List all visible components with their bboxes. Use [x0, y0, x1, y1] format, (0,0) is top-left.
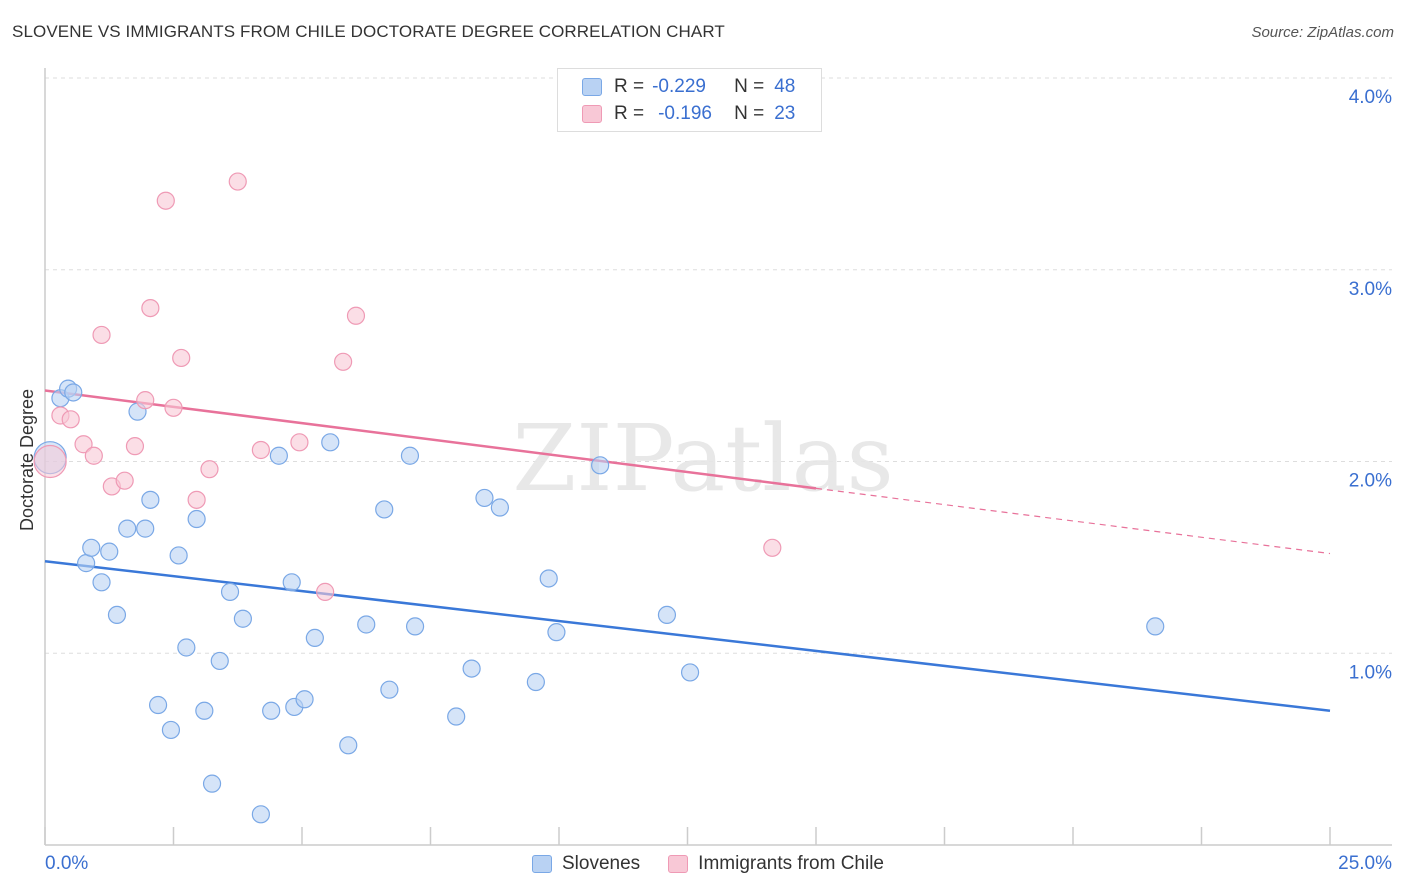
chart-title: SLOVENE VS IMMIGRANTS FROM CHILE DOCTORA…	[12, 22, 725, 41]
chile-point	[156, 191, 175, 210]
chile-point	[141, 299, 160, 318]
chile-trend-line-extrapolated	[815, 487, 1331, 555]
slovene-point	[680, 663, 700, 682]
slovene-point	[490, 498, 509, 517]
r-label: R =	[614, 76, 645, 97]
chile-point	[74, 435, 93, 454]
slovene-point	[591, 456, 610, 475]
y-axis-label: Doctorate Degree	[17, 389, 37, 531]
slovene-point	[282, 573, 301, 592]
slovene-point	[462, 659, 481, 678]
slovene-point	[375, 500, 394, 519]
chile-point	[228, 172, 247, 191]
r-value: -0.229	[652, 76, 706, 97]
slovene-point	[177, 638, 196, 657]
y-tick-label: 1.0%	[1349, 662, 1392, 683]
slovene-trend-line	[44, 559, 1331, 713]
slovene-point	[357, 615, 376, 634]
slovene-point	[169, 546, 188, 565]
slovene-point	[295, 690, 314, 709]
chile-point	[164, 398, 183, 417]
chile-point	[316, 582, 335, 601]
slovene-point	[141, 490, 160, 509]
slovene-point	[1146, 617, 1165, 636]
y-tick-label: 2.0%	[1349, 471, 1392, 492]
slovene-point	[547, 623, 566, 642]
slovenes-swatch	[532, 855, 552, 873]
slovene-point	[92, 573, 111, 592]
r-label: R =	[614, 103, 645, 124]
correlation-legend: R = -0.229 N = 48 R = -0.196 N = 23	[557, 68, 822, 132]
slovene-point	[657, 605, 677, 625]
slovene-point	[82, 538, 101, 557]
source-label: Source: ZipAtlas.com	[1251, 24, 1394, 41]
slovene-point	[77, 554, 96, 573]
slovene-point	[262, 701, 281, 720]
pink-swatch	[582, 105, 602, 123]
chile-point	[33, 444, 67, 479]
y-tick-label: 4.0%	[1349, 87, 1392, 108]
n-label: N =	[734, 76, 765, 97]
slovene-point	[202, 774, 222, 793]
slovene-point	[269, 446, 288, 465]
slovene-point	[136, 519, 155, 538]
chile-point	[334, 352, 353, 371]
chile-swatch	[668, 855, 689, 873]
chile-point	[763, 538, 782, 557]
slovenes-legend-label: Slovenes	[562, 853, 641, 874]
chile-point	[290, 433, 309, 452]
chile-point	[251, 440, 270, 460]
slovene-point	[339, 736, 358, 755]
chile-point	[136, 391, 155, 410]
tick-labels: 1.0% 2.0% 3.0% 4.0% 0.0% 25.0%	[45, 87, 1392, 874]
series-legend: Slovenes Immigrants from Chile	[532, 851, 884, 877]
slovene-point	[118, 519, 137, 538]
gridlines	[45, 77, 1392, 654]
slovene-point	[475, 488, 494, 508]
x-tick-label-start: 0.0%	[45, 853, 88, 874]
slovene-point	[380, 680, 399, 699]
slovene-point	[321, 433, 340, 452]
slovene-point	[400, 446, 420, 465]
chile-point	[125, 437, 145, 456]
slovene-point	[220, 582, 240, 601]
slovene-point	[251, 805, 270, 824]
slovene-point	[64, 383, 83, 402]
chile-point	[346, 306, 366, 325]
slovene-point	[100, 542, 119, 561]
slovene-point	[210, 651, 229, 671]
r-value: -0.196	[658, 103, 712, 124]
y-tick-label: 3.0%	[1349, 279, 1392, 300]
chile-point	[92, 325, 111, 345]
slovene-point	[187, 509, 206, 529]
blue-swatch	[582, 78, 602, 96]
chile-point	[172, 348, 191, 368]
slovene-point	[148, 695, 168, 715]
slovene-point	[233, 609, 252, 628]
legend-row-slovenes: R = -0.229 N = 48	[582, 75, 795, 99]
legend-row-chile: R = -0.196 N = 23	[582, 102, 795, 126]
chile-point	[84, 446, 103, 465]
slovene-point	[526, 672, 545, 692]
watermark: ZIPatlas	[512, 405, 893, 512]
n-value: 48	[774, 76, 796, 97]
slovene-point	[305, 628, 324, 648]
n-label: N =	[734, 103, 765, 124]
chile-legend-label: Immigrants from Chile	[698, 853, 884, 874]
slovene-point	[447, 707, 466, 726]
n-value: 23	[774, 103, 796, 124]
chile-point	[115, 471, 134, 490]
slovene-point	[107, 605, 127, 625]
chile-point	[200, 460, 219, 479]
slovene-point	[405, 617, 425, 636]
chile-point	[61, 410, 80, 429]
chile-point	[187, 490, 206, 509]
slovene-point	[195, 701, 214, 720]
slovene-point	[161, 720, 181, 740]
x-tick-label-end: 25.0%	[1338, 853, 1392, 874]
data-points	[33, 172, 1165, 824]
slovene-point	[539, 569, 558, 588]
